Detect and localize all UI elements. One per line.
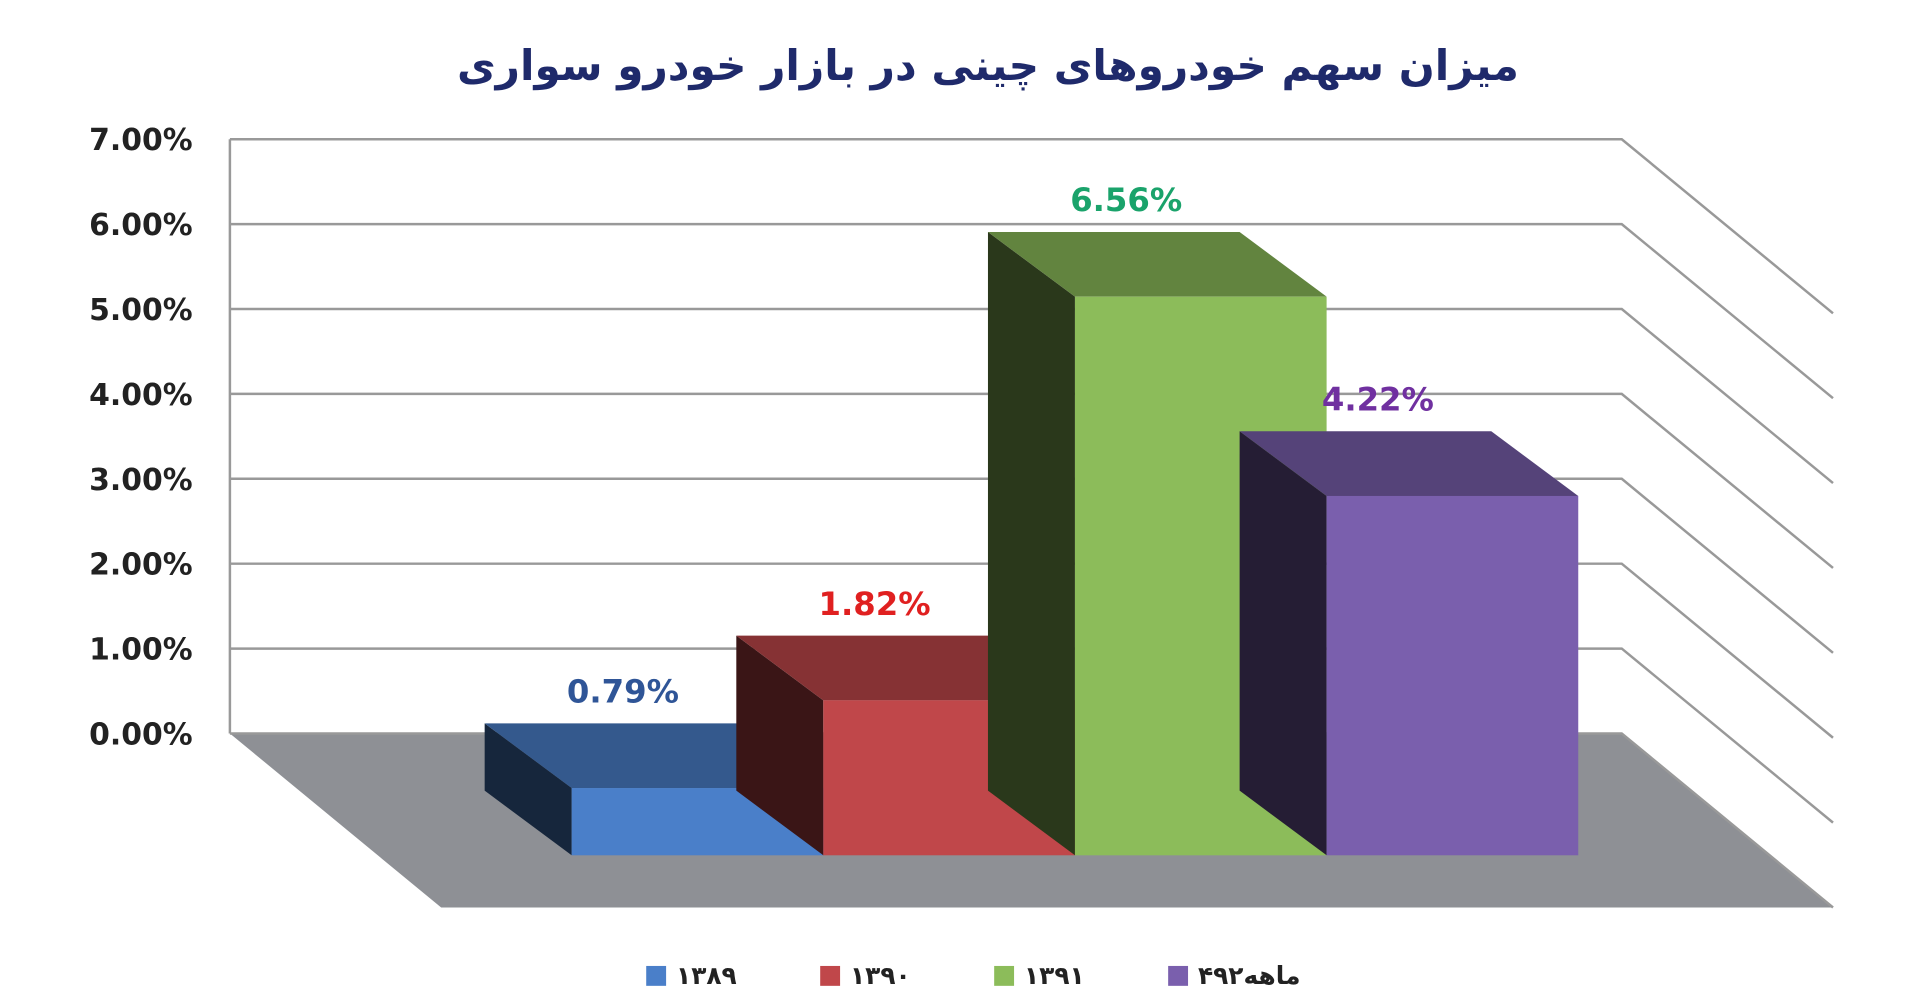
legend-swatch: [820, 965, 841, 986]
grid-line: [229, 562, 1834, 739]
legend-swatch: [1168, 965, 1189, 986]
y-tick-label: 3.00%: [89, 463, 192, 498]
legend-label: ۴ماهه۹۲: [1198, 961, 1300, 990]
bar-side: [987, 232, 1075, 856]
bar-top: [1239, 431, 1579, 496]
bar-side: [1239, 431, 1327, 856]
data-label: 1.82%: [819, 585, 931, 623]
y-tick-label: 4.00%: [89, 378, 192, 413]
bar-side: [484, 723, 572, 856]
y-tick-label: 7.00%: [89, 123, 192, 158]
bar: [1326, 495, 1579, 856]
bar-top: [987, 232, 1327, 297]
grid-line: [229, 647, 1834, 824]
y-tick-label: 1.00%: [89, 633, 192, 668]
grid-line: [229, 137, 1834, 315]
legend-swatch: [646, 965, 667, 986]
data-label: 4.22%: [1322, 380, 1434, 418]
legend-label: ۱۳۸۹: [676, 961, 737, 990]
y-tick-label: 6.00%: [89, 208, 192, 243]
grid-line: [229, 307, 1834, 485]
grid-line: [229, 222, 1834, 400]
legend-label: ۱۳۹۰: [850, 961, 911, 990]
data-label: 0.79%: [567, 673, 679, 711]
grid-line: [229, 392, 1834, 569]
legend-swatch: [994, 965, 1015, 986]
y-tick-label: 0.00%: [89, 717, 192, 752]
legend-label: ۱۳۹۱: [1024, 961, 1085, 990]
bar-side: [736, 635, 824, 856]
grid-line: [229, 477, 1834, 654]
chart-title: میزان سهم خودروهای چینی در بازار خودرو س…: [457, 41, 1519, 91]
y-tick-label: 5.00%: [89, 293, 192, 328]
data-label: 6.56%: [1070, 181, 1182, 219]
y-tick-label: 2.00%: [89, 548, 192, 583]
